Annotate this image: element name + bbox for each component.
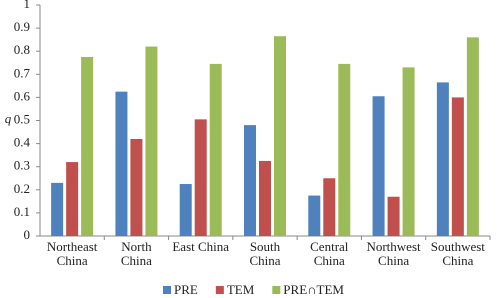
x-tick-label: South China [249,239,281,268]
bar [244,125,256,236]
bar [259,160,271,236]
bar [338,63,351,236]
legend-label: PRE∩TEM [283,282,344,297]
y-tick-label: 0.6 [14,88,31,103]
y-tick-label: 0.3 [14,158,30,173]
bar [466,37,479,237]
legend-label: TEM [227,282,255,297]
y-tick-label: 0.1 [14,204,30,219]
y-axis-label: q [5,111,12,126]
bar [323,178,336,236]
bar [115,91,128,236]
y-tick-label: 0.8 [14,42,30,57]
bar [81,56,94,236]
bar [51,182,64,236]
y-tick-label: 0 [24,227,31,242]
y-tick-label: 0.9 [14,19,30,34]
legend-swatch [272,286,281,294]
bar [194,119,207,236]
x-tick-label: Southwest China [430,239,485,268]
legend-label: PRE [174,282,198,297]
legend-swatch [215,286,224,294]
bar [179,184,192,236]
y-tick-label: 0.7 [14,65,31,80]
y-tick-label: 0.4 [14,135,31,150]
bar [274,36,286,237]
bar [387,196,400,236]
bar [130,138,143,236]
x-tick-label: North China [120,239,152,268]
bar [402,67,415,237]
y-tick-label: 0.2 [14,181,30,196]
x-tick-label: Central China [310,239,349,268]
bar [436,82,449,236]
bar [308,195,321,236]
bar [451,97,464,237]
x-tick-label: Northwest China [366,239,421,268]
legend-swatch [163,286,171,294]
x-tick-label: East China [172,239,230,254]
x-tick-label: Northeast China [46,239,98,268]
bar [66,162,79,236]
bar [145,46,158,236]
bar [209,63,222,236]
bar [372,96,385,237]
y-tick-label: 0.5 [14,111,30,126]
y-tick-label: 1 [24,0,31,11]
